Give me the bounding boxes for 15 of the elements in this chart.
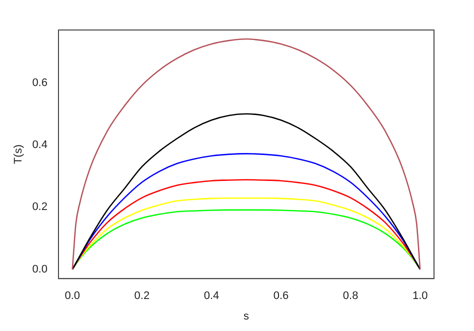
line-series bbox=[72, 197, 421, 270]
x-tick-label: 0.8 bbox=[342, 290, 358, 302]
x-tick-label: 0.2 bbox=[134, 290, 150, 302]
y-tick-label: 0.6 bbox=[32, 76, 48, 89]
x-tick-label: 0.4 bbox=[204, 290, 220, 302]
x-axis-title: s bbox=[243, 310, 250, 322]
x-tick-label: 0.0 bbox=[64, 290, 80, 302]
line-series bbox=[72, 38, 421, 270]
y-tick-label: 0.0 bbox=[32, 263, 48, 276]
x-tick-label: 1.0 bbox=[412, 290, 428, 302]
y-axis-title: T(s) bbox=[12, 144, 25, 164]
line-series bbox=[72, 113, 421, 270]
y-tick-label: 0.2 bbox=[32, 201, 48, 214]
y-tick-label: 0.4 bbox=[32, 139, 48, 152]
x-tick-label: 0.6 bbox=[273, 290, 289, 302]
